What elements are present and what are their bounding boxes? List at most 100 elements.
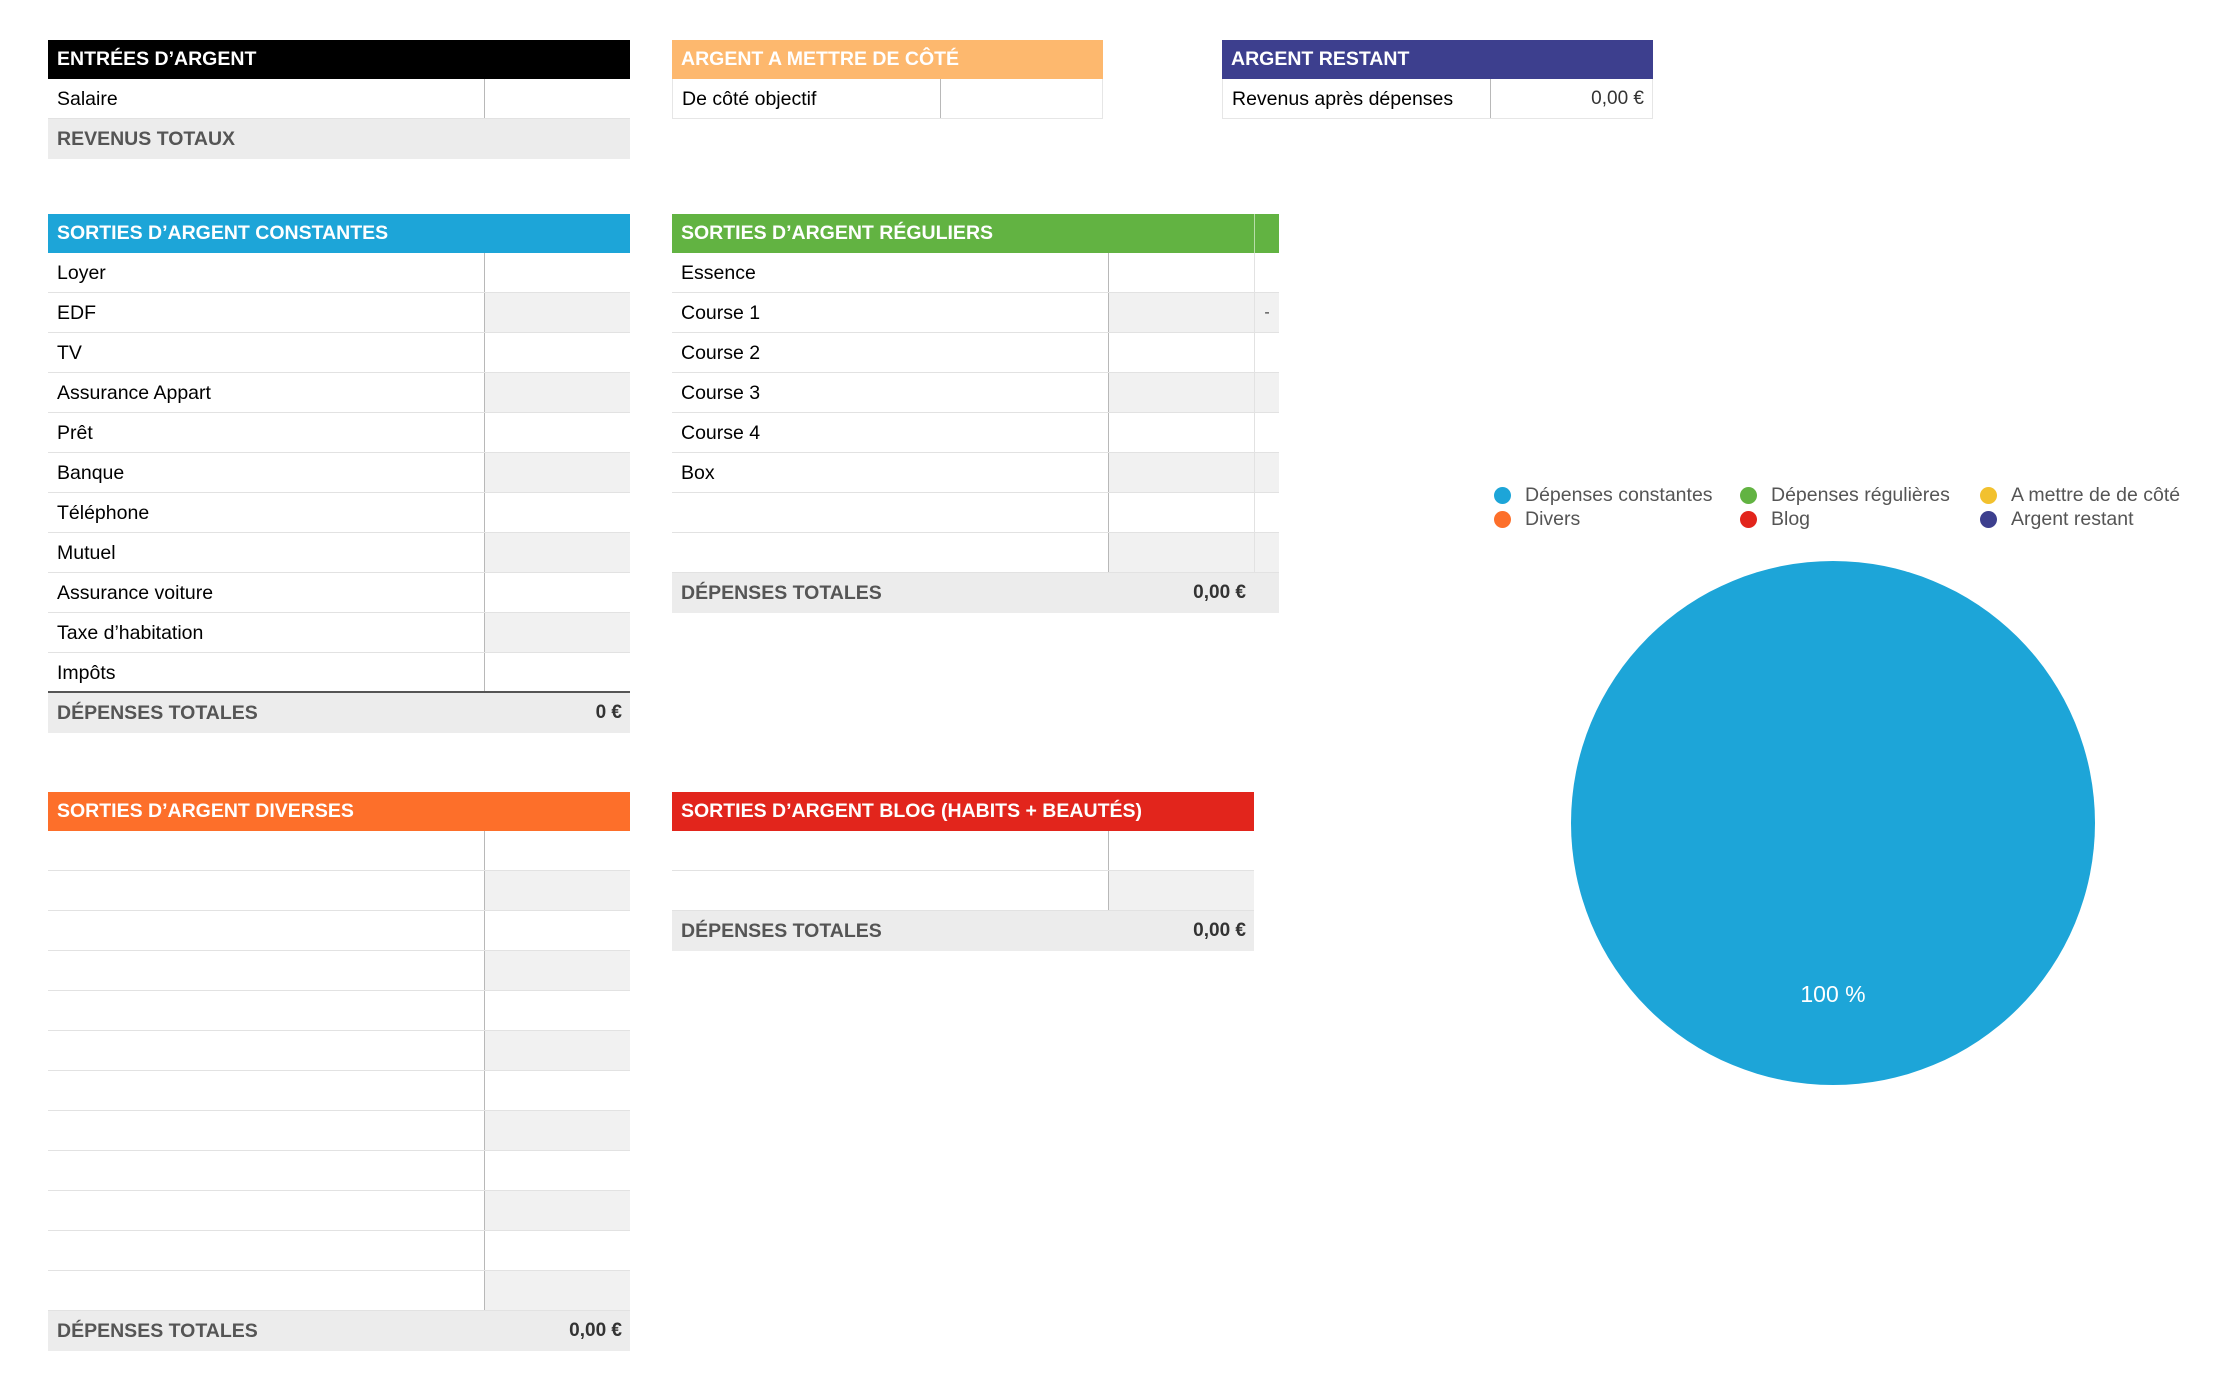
blog-row-value[interactable]	[1109, 871, 1254, 910]
income-row-value[interactable]	[485, 79, 630, 118]
constant-row-value[interactable]	[485, 573, 630, 612]
constant-row-value[interactable]	[485, 613, 630, 652]
legend-label: Argent restant	[2011, 508, 2134, 530]
misc-row[interactable]	[48, 1231, 630, 1271]
misc-row-label	[48, 1271, 485, 1310]
regular-row-value[interactable]	[1109, 453, 1254, 492]
misc-row[interactable]	[48, 1151, 630, 1191]
constant-row-value[interactable]	[485, 653, 630, 691]
regular-row[interactable]	[672, 533, 1279, 573]
misc-row-value[interactable]	[485, 1191, 630, 1230]
misc-row-value[interactable]	[485, 871, 630, 910]
misc-row[interactable]	[48, 1111, 630, 1151]
regular-row-extra[interactable]	[1254, 493, 1279, 532]
misc-row[interactable]	[48, 911, 630, 951]
regular-row[interactable]: Course 2	[672, 333, 1279, 373]
income-row-salaire[interactable]: Salaire	[48, 79, 630, 119]
remaining-row-value[interactable]: 0,00 €	[1591, 88, 1644, 109]
misc-row-value[interactable]	[485, 1231, 630, 1270]
constant-row[interactable]: Assurance Appart	[48, 373, 630, 413]
misc-row-value[interactable]	[485, 1151, 630, 1190]
misc-row[interactable]	[48, 1031, 630, 1071]
regular-row-label: Box	[672, 453, 1109, 492]
constant-row-value[interactable]	[485, 413, 630, 452]
constant-row[interactable]: Taxe d’habitation	[48, 613, 630, 653]
misc-row[interactable]	[48, 831, 630, 871]
misc-row-label	[48, 1151, 485, 1190]
savings-row-value[interactable]	[941, 79, 1102, 118]
constant-row[interactable]: Assurance voiture	[48, 573, 630, 613]
regular-header: SORTIES D’ARGENT RÉGULIERS	[672, 214, 1279, 253]
regular-row-extra[interactable]	[1254, 413, 1279, 452]
constant-row[interactable]: Mutuel	[48, 533, 630, 573]
constant-row[interactable]: Impôts	[48, 653, 630, 693]
blog-row-value[interactable]	[1109, 831, 1254, 870]
constant-row-value[interactable]	[485, 493, 630, 532]
misc-row[interactable]	[48, 951, 630, 991]
legend-item: Argent restant	[1980, 508, 2133, 531]
regular-row-value[interactable]	[1109, 293, 1254, 332]
misc-row-label	[48, 1191, 485, 1230]
regular-row[interactable]: Box	[672, 453, 1279, 493]
legend-item: A mettre de de côté	[1980, 484, 2180, 507]
misc-row[interactable]	[48, 1071, 630, 1111]
legend-swatch-icon	[1980, 487, 1997, 504]
regular-row-value[interactable]	[1109, 373, 1254, 412]
regular-row[interactable]: Course 3	[672, 373, 1279, 413]
constant-row-value[interactable]	[485, 533, 630, 572]
misc-row-value[interactable]	[485, 831, 630, 870]
constant-row[interactable]: Loyer	[48, 253, 630, 293]
misc-row-value[interactable]	[485, 1071, 630, 1110]
constant-row[interactable]: Prêt	[48, 413, 630, 453]
regular-row[interactable]: Course 4	[672, 413, 1279, 453]
constant-row-value[interactable]	[485, 373, 630, 412]
regular-row-extra[interactable]: -	[1254, 293, 1279, 332]
constant-row[interactable]: Téléphone	[48, 493, 630, 533]
constant-row[interactable]: EDF	[48, 293, 630, 333]
regular-row[interactable]	[672, 493, 1279, 533]
constant-header: SORTIES D’ARGENT CONSTANTES	[48, 214, 630, 253]
misc-row-value[interactable]	[485, 991, 630, 1030]
constant-row-value[interactable]	[485, 253, 630, 292]
regular-row-extra[interactable]	[1254, 253, 1279, 292]
misc-row[interactable]	[48, 871, 630, 911]
remaining-row[interactable]: Revenus après dépenses 0,00 €	[1222, 79, 1653, 119]
regular-row-value[interactable]	[1109, 333, 1254, 372]
misc-row[interactable]	[48, 991, 630, 1031]
misc-row-value[interactable]	[485, 1271, 630, 1310]
constant-row-label: Loyer	[48, 253, 485, 292]
constant-total-label: DÉPENSES TOTALES	[57, 701, 258, 724]
misc-row[interactable]	[48, 1271, 630, 1311]
misc-row[interactable]	[48, 1191, 630, 1231]
regular-row-extra[interactable]	[1254, 333, 1279, 372]
regular-row-value[interactable]	[1109, 413, 1254, 452]
regular-row-extra[interactable]	[1254, 533, 1279, 572]
savings-row-label: De côté objectif	[673, 79, 941, 118]
blog-row[interactable]	[672, 831, 1254, 871]
blog-row[interactable]	[672, 871, 1254, 911]
constant-row[interactable]: TV	[48, 333, 630, 373]
regular-row-value[interactable]	[1109, 533, 1254, 572]
constant-row-value[interactable]	[485, 333, 630, 372]
constant-row-value[interactable]	[485, 293, 630, 332]
income-total-label: REVENUS TOTAUX	[57, 127, 236, 150]
savings-row-objectif[interactable]: De côté objectif	[672, 79, 1103, 119]
regular-row-extra[interactable]	[1254, 373, 1279, 412]
regular-row-extra[interactable]	[1254, 453, 1279, 492]
constant-row[interactable]: Banque	[48, 453, 630, 493]
misc-row-value[interactable]	[485, 1111, 630, 1150]
regular-row-value[interactable]	[1109, 493, 1254, 532]
misc-total-label: DÉPENSES TOTALES	[57, 1319, 258, 1342]
regular-total-row: DÉPENSES TOTALES 0,00 €	[672, 573, 1279, 613]
legend-label: Divers	[1525, 508, 1581, 530]
regular-row[interactable]: Essence	[672, 253, 1279, 293]
constant-row-label: Taxe d’habitation	[48, 613, 485, 652]
misc-row-value[interactable]	[485, 911, 630, 950]
misc-row-value[interactable]	[485, 951, 630, 990]
legend-item: Blog	[1740, 508, 1810, 531]
misc-row-label	[48, 831, 485, 870]
constant-row-value[interactable]	[485, 453, 630, 492]
regular-row[interactable]: Course 1 -	[672, 293, 1279, 333]
misc-row-value[interactable]	[485, 1031, 630, 1070]
regular-row-value[interactable]	[1109, 253, 1254, 292]
